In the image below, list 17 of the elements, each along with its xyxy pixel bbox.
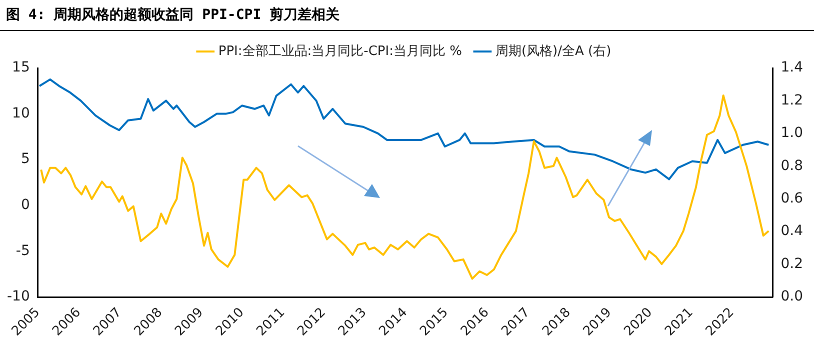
y2-tick-label: 0.0 [780,288,803,305]
y2-tick-label: 1.4 [780,60,804,76]
y2-tick-label: 1.0 [780,125,803,142]
y2-tick-label: 0.4 [780,223,804,240]
y-tick-label: 10 [12,105,30,122]
y2-tick-label: 0.8 [780,158,803,174]
y-tick-label: 0 [20,197,30,214]
y-tick-label: 5 [20,151,30,168]
y-tick-label: -10 [6,288,30,305]
y-tick-label: 15 [12,60,30,76]
y2-tick-label: 0.6 [780,190,804,206]
chart-title: 图 4: 周期风格的超额收益同 PPI-CPI 剪刀差相关 [0,0,814,31]
y2-tick-label: 1.2 [780,92,803,108]
legend-label: 周期(风格)/全A (右) [495,44,612,59]
y2-tick-label: 0.2 [780,256,803,272]
y-tick-label: -5 [16,242,30,259]
legend-label: PPI:全部工业品:当月同比-CPI:当月同比 % [218,44,462,59]
